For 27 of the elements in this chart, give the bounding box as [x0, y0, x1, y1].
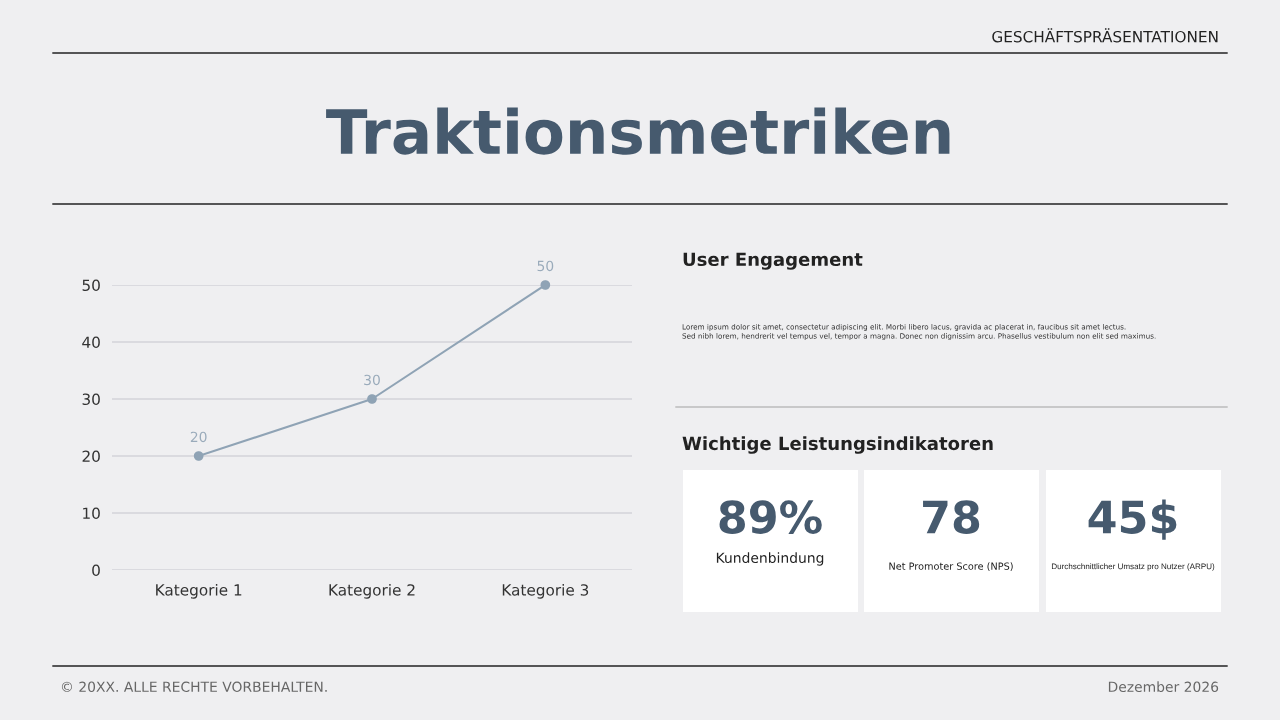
y-tick-label: 20 [82, 450, 100, 463]
text: Kundenbindung [716, 552, 824, 566]
text: Net Promoter Score (NPS) [889, 562, 1013, 571]
text: GESCHÄFTSPRÄSENTATIONEN [992, 28, 1218, 43]
text: 45$ [1088, 499, 1177, 540]
y-tick-label: 0 [92, 564, 100, 577]
text: Dezember 2026 [1108, 681, 1219, 693]
text: 89% [719, 500, 822, 534]
point [540, 280, 551, 290]
x-tick-label: Kategorie 3 [502, 583, 589, 599]
y-tick-label: 40 [82, 336, 100, 349]
data-label: 50 [537, 260, 554, 272]
y-tick-label: 30 [82, 393, 100, 406]
text: Wichtige Leistungsindikatoren [682, 436, 993, 454]
x-tick-label: Kategorie 1 [156, 583, 242, 599]
y-tick-label: 50 [82, 279, 100, 292]
point [367, 394, 377, 404]
point [193, 451, 204, 461]
data-label: 20 [190, 431, 207, 443]
text: 78 [923, 500, 980, 534]
data-label: 30 [364, 374, 380, 386]
y-tick-label: 10 [83, 507, 100, 520]
x-tick-label: Kategorie 2 [329, 583, 415, 599]
text: User Engagement [683, 252, 863, 270]
chart-title: Traktionsmetriken [326, 107, 950, 155]
text: Durchschnittlicher Umsatz pro Nutzer (ARPU) [1051, 563, 1215, 571]
text: © 20XX. ALLE RECHTE VORBEHALTEN. [61, 681, 327, 693]
